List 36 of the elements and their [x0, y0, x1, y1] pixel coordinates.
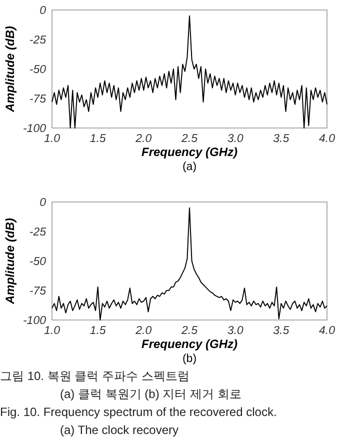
x-tick-label: 2.5: [180, 325, 198, 337]
x-axis-title: Frequency (GHz): [141, 337, 238, 351]
x-tick-label: 3.5: [273, 325, 290, 337]
x-tick-label: 1.0: [44, 325, 61, 337]
line-series: [52, 15, 328, 128]
y-tick-label: -100: [22, 123, 47, 135]
text: (a) 클럭 복원기 (b) 지터 제거 회로: [60, 387, 242, 401]
y-axis-title: Amplitude (dB): [3, 26, 17, 113]
text: (a): [182, 161, 197, 173]
y-tick-label: -25: [29, 226, 47, 238]
y-tick-label: -75: [29, 286, 47, 298]
y-tick-label: 0: [40, 5, 47, 17]
caption: 그림 10. 복원 클럭 주파수 스펙트럼: [0, 369, 190, 383]
x-tick-label: 1.0: [44, 133, 61, 145]
x-tick-label: 3.0: [227, 325, 244, 337]
x-tick-label: 4.0: [319, 133, 336, 145]
y-tick-label: -50: [29, 256, 47, 268]
x-tick-label: 2.0: [134, 325, 152, 337]
x-tick-label: 2.5: [180, 133, 198, 145]
x-tick-label: 2.0: [134, 133, 152, 145]
y-tick-label: -25: [29, 34, 47, 46]
y-tick-label: 0: [40, 197, 47, 209]
x-tick-label: 3.0: [227, 133, 244, 145]
x-axis-title: Frequency (GHz): [141, 145, 238, 159]
y-axis-title: Amplitude (dB): [3, 218, 17, 305]
x-tick-label: 4.0: [319, 325, 336, 337]
x-tick-label: 1.5: [90, 325, 106, 337]
line-series: [52, 207, 328, 320]
x-tick-label: 1.5: [90, 133, 106, 145]
y-tick-label: -100: [22, 315, 47, 327]
x-tick-label: 3.5: [273, 133, 290, 145]
y-tick-label: -75: [29, 94, 47, 106]
text: (a) The clock recovery: [60, 423, 178, 437]
caption: Fig. 10. Frequency spectrum of the recovered clock.: [0, 405, 277, 419]
text: (b): [182, 353, 197, 365]
y-tick-label: -50: [29, 64, 47, 76]
